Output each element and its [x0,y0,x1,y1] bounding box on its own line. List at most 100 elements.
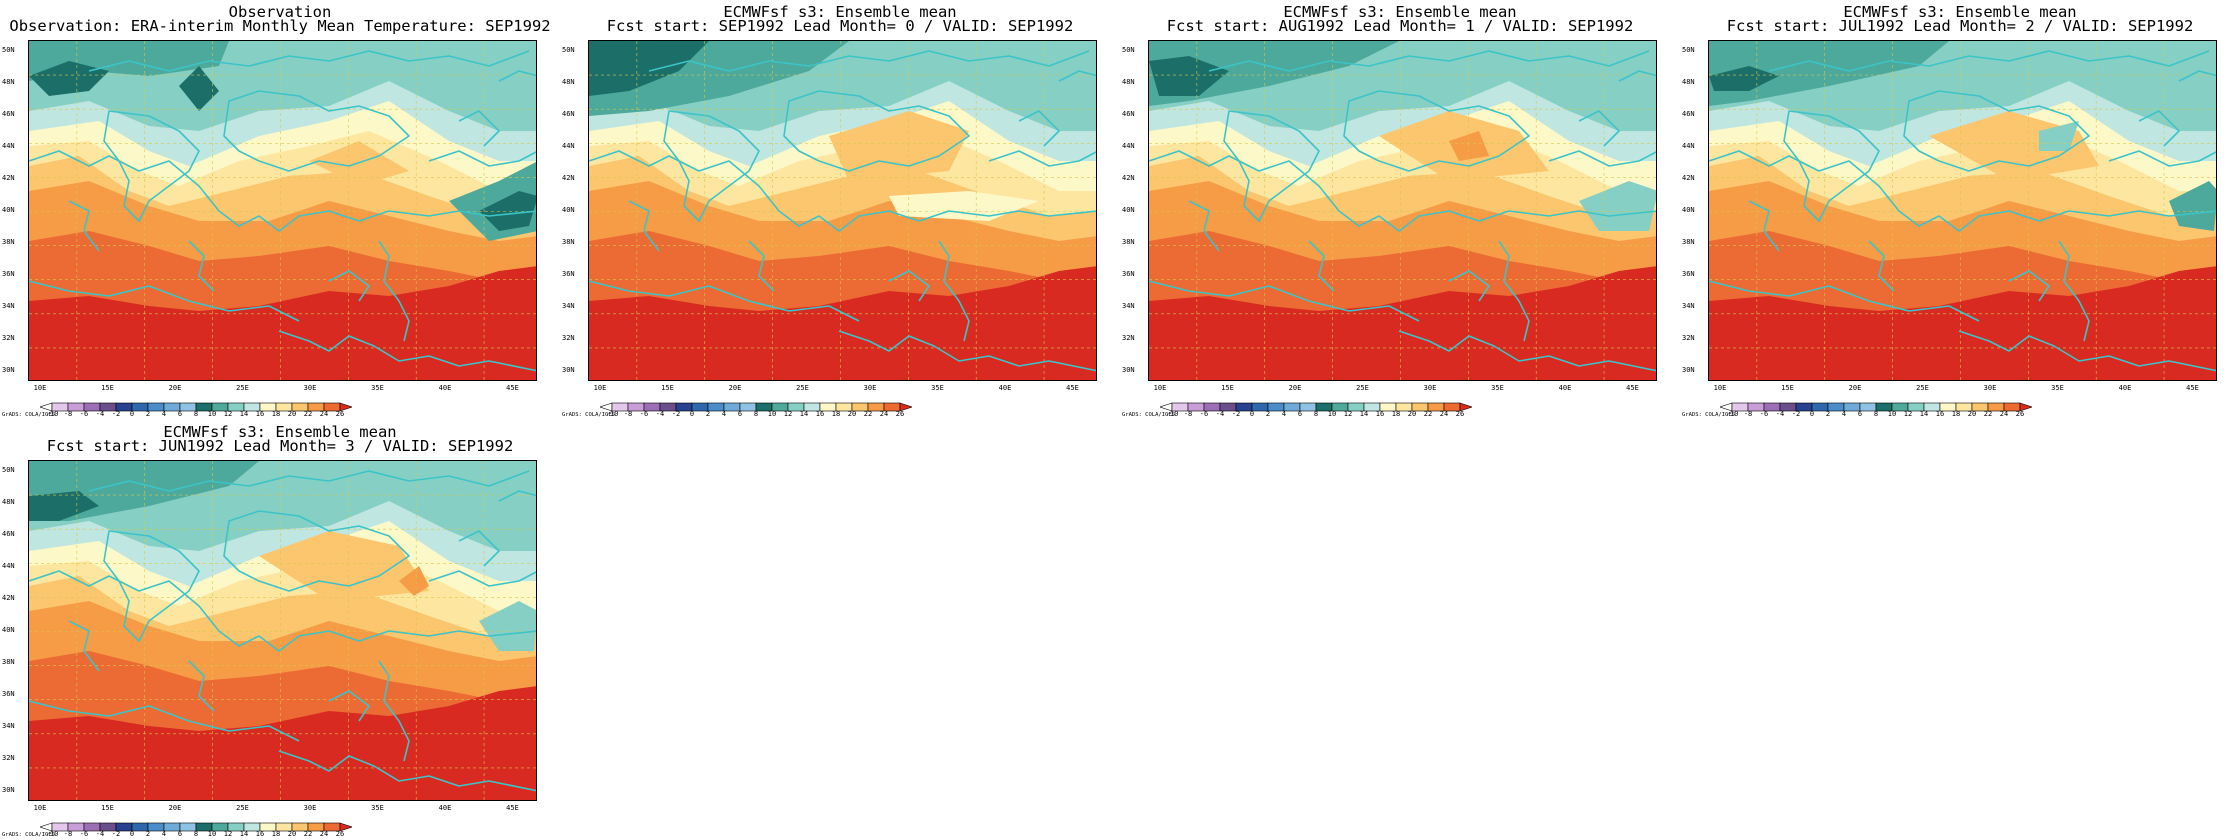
colorbar-label: -4 [95,830,105,838]
panel-title: ECMWFsf s3: Ensemble mean [723,3,957,21]
lat-tick-label: 38N [2,238,15,246]
lon-tick-label: 20E [1288,384,1302,392]
colorbar-label: -10 [1165,410,1179,418]
lat-tick-label: 34N [1122,302,1135,310]
lat-tick-label: 42N [2,174,15,182]
colorbar-label: -6 [639,410,649,418]
lat-tick-label: 46N [2,110,15,118]
map-frame [588,40,1097,381]
colorbar-label: 14 [799,410,809,418]
coastline [1783,110,1880,222]
contour-band [399,566,429,596]
lat-tick-label: 34N [562,302,575,310]
colorbar-label: 0 [129,410,135,418]
lon-tick-label: 15E [101,804,114,812]
colorbar-label: 4 [161,410,167,418]
contour-band [1149,266,1656,380]
lon-tick-label: 20E [1848,384,1862,392]
lat-tick-label: 42N [1682,174,1695,182]
lon-tick-label: 10E [1153,384,1167,392]
coastline [1958,330,2216,372]
coastline [648,50,1090,72]
colorbar-label: 6 [177,410,183,418]
lon-tick-label: 35E [1491,384,1504,392]
lat-tick-label: 38N [1122,238,1135,246]
coastline [1548,150,1656,167]
lon-tick-label: 40E [438,384,452,392]
colorbar-label: 18 [1951,410,1961,418]
colorbar-label: 14 [1919,410,1929,418]
lat-tick-label: 50N [562,46,575,54]
lat-tick-label: 46N [562,110,575,118]
lat-tick-label: 50N [2,466,15,474]
lat-tick-label: 44N [2,142,15,150]
lat-tick-label: 36N [562,270,575,278]
panel-title: ECMWFsf s3: Ensemble mean [1843,3,2077,21]
coastline [663,110,760,222]
lat-tick-label: 48N [1682,78,1695,86]
colorbar-container [39,817,353,836]
colorbar-label: -6 [79,410,89,418]
coastline [1448,270,1490,302]
coastline [29,280,300,322]
colorbar-label: 16 [815,410,825,418]
colorbar-label: 22 [1983,410,1993,418]
coastline [888,270,930,302]
contour-band [29,61,109,96]
lat-tick-label: 36N [2,690,15,698]
coastline [223,90,410,172]
contour-band [259,531,429,601]
colorbar-label: -4 [1215,410,1225,418]
coastline [1709,150,2216,232]
coastline [498,490,536,502]
lon-tick-label: 15E [1781,384,1794,392]
lon-tick-label: 20E [728,384,742,392]
colorbar-label: 26 [895,410,905,418]
coastline [2178,70,2216,82]
contour-band [479,601,536,651]
coastline [428,150,536,167]
contour-band [2169,181,2216,231]
coastline [783,90,970,172]
lon-tick-label: 35E [371,384,384,392]
coastline [1768,50,2210,72]
colorbar-label: 4 [161,830,167,838]
colorbar-label: 6 [177,830,183,838]
colorbar-label: -8 [63,410,73,418]
lon-tick-label: 40E [2118,384,2132,392]
colorbar-label: -8 [1743,410,1753,418]
colorbar-label: 16 [255,830,265,838]
colorbar-label: 20 [287,830,297,838]
colorbar-label: 10 [207,410,217,418]
colorbar-label: 2 [705,410,711,418]
lon-tick-label: 40E [1558,384,1572,392]
colorbar-label: 26 [335,410,345,418]
lat-tick-label: 36N [1682,270,1695,278]
contour-band [479,191,536,231]
coastline [1223,110,1320,222]
colorbar-label: -6 [79,830,89,838]
lat-tick-label: 32N [1122,334,1135,342]
contour-band [589,66,624,91]
colorbar-label: 4 [721,410,727,418]
lon-tick-label: 45E [506,384,519,392]
lat-tick-label: 48N [2,78,15,86]
colorbar-label: -2 [111,830,121,838]
lon-tick-label: 25E [796,384,809,392]
colorbar-label: 14 [239,410,249,418]
colorbar-label: 2 [145,410,151,418]
colorbar-label: 26 [1455,410,1465,418]
coastline [1748,200,1780,252]
coastline [1149,150,1656,232]
colorbar-label: 20 [1407,410,1417,418]
lon-tick-label: 15E [661,384,674,392]
lat-tick-label: 50N [2,46,15,54]
coastline [188,660,215,712]
lon-tick-label: 10E [593,384,607,392]
coastline [29,700,300,742]
coastline [2058,240,2090,342]
contour-band [589,266,1096,380]
map-panel: ECMWFsf s3: Ensemble mean Fcst start: JUL… [1680,0,2240,420]
lat-tick-label: 46N [1682,110,1695,118]
coastline [1208,50,1650,72]
